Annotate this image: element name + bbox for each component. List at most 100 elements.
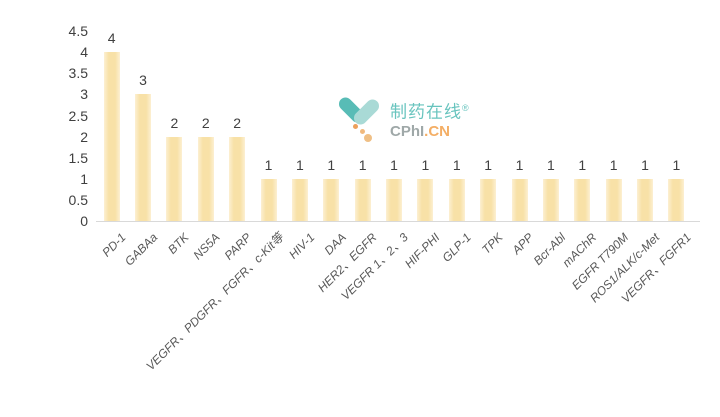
brand-cn-label: 制药在线	[390, 102, 462, 122]
bar-column: 1	[284, 0, 315, 221]
bar-column: 1	[441, 0, 472, 221]
watermark: 制药在线® CPhI.CN	[336, 94, 490, 144]
bar-value-label: 1	[327, 156, 336, 173]
bar-value-label: 2	[201, 114, 210, 131]
y-axis: 0 0.5 1 1.5 2 2.5 3 3.5 4 4.5	[0, 0, 88, 240]
registered-mark: ®	[462, 103, 470, 113]
x-category-label: HIF-PHI	[402, 230, 443, 271]
bar-value-label: 1	[484, 156, 493, 173]
x-category-label: ROS1/ALK/c-Met	[587, 230, 663, 306]
bar	[542, 178, 559, 221]
x-category-label: VEGFR、FGFR1	[618, 230, 694, 306]
bar-value-label: 1	[515, 156, 524, 173]
y-tick-label: 4	[80, 44, 88, 61]
bar	[197, 136, 214, 221]
x-category-label: HIV-1	[285, 230, 318, 262]
bar-value-label: 1	[452, 156, 461, 173]
watermark-brand-cn: 制药在线®	[390, 98, 470, 123]
bar	[103, 52, 120, 221]
bar-value-label: 1	[264, 156, 273, 173]
bar-value-label: 1	[421, 156, 430, 173]
bar	[291, 178, 308, 221]
y-tick-label: 1	[80, 170, 88, 187]
x-category-label: VEGFR 1、2、3	[338, 230, 412, 303]
bar-column: 1	[253, 0, 284, 221]
bar	[260, 178, 277, 221]
bar-column: 1	[535, 0, 566, 221]
plot-area: 4 3 2 2 2 1 1 1 1 1 1 1 1 1 1 1 1 1 1	[96, 0, 692, 221]
bar-column: 1	[347, 0, 378, 221]
bar	[323, 178, 340, 221]
bar	[417, 178, 434, 221]
brand-en-orange: .CN	[424, 122, 451, 140]
bar-value-label: 1	[578, 156, 587, 173]
x-category-label: DAA	[321, 230, 349, 258]
pill-dot	[353, 124, 358, 129]
bar	[229, 136, 246, 221]
bar-value-label: 1	[358, 156, 367, 173]
bar	[166, 136, 183, 221]
brand-en-gray: CPhI	[390, 122, 425, 140]
bar-column: 2	[159, 0, 190, 221]
bar	[574, 178, 591, 221]
y-tick-label: 1.5	[68, 149, 88, 166]
y-tick-label: 4.5	[68, 23, 88, 40]
x-category-label: VEGFR、PDGFR、FGFR、c-Kit等	[142, 230, 286, 374]
bar-value-label: 2	[170, 114, 179, 131]
bar-column: 2	[190, 0, 221, 221]
y-tick-label: 0.5	[68, 191, 88, 208]
pill-dot	[364, 134, 372, 142]
bar-value-label: 2	[233, 114, 242, 131]
bar-value-label: 1	[390, 156, 398, 173]
x-category-label: GLP-1	[439, 230, 474, 265]
x-axis-line	[96, 221, 700, 222]
bar	[637, 178, 654, 221]
y-tick-label: 3	[80, 86, 88, 103]
x-category-label: EGFR T790M	[568, 230, 631, 293]
y-tick-label: 3.5	[68, 65, 88, 82]
watermark-text: 制药在线® CPhI.CN	[390, 98, 470, 141]
x-category-label: NS5A	[190, 230, 223, 263]
bar-column: 2	[222, 0, 253, 221]
bar	[480, 178, 497, 221]
x-category-label: APP	[509, 230, 537, 258]
bar-column: 1	[567, 0, 598, 221]
bar-column: 1	[504, 0, 535, 221]
y-tick-label: 2	[80, 128, 88, 145]
bar-value-label: 1	[641, 156, 649, 173]
bar	[386, 178, 403, 221]
x-category-label: GABAa	[122, 230, 161, 269]
bar-column: 1	[410, 0, 441, 221]
bar-column: 3	[127, 0, 158, 221]
bar	[448, 178, 465, 221]
bar-value-label: 4	[107, 30, 116, 47]
y-tick-label: 2.5	[68, 107, 88, 124]
watermark-brand-en: CPhI.CN	[390, 123, 470, 141]
bar-column: 4	[96, 0, 127, 221]
x-category-label: PARP	[221, 230, 255, 263]
x-category-label: TPK	[478, 230, 506, 257]
bar-column: 1	[316, 0, 347, 221]
pill-capsule-icon	[336, 94, 384, 144]
bar-value-label: 1	[296, 156, 304, 173]
bar-column: 1	[661, 0, 692, 221]
bar	[605, 178, 622, 221]
bar-value-label: 1	[672, 156, 681, 173]
x-category-label: Bcr-Abl	[530, 230, 569, 268]
x-category-label: BTK	[165, 230, 192, 257]
y-tick-label: 0	[80, 213, 88, 229]
bar-column: 1	[378, 0, 409, 221]
bar-value-label: 1	[547, 156, 555, 173]
pill-dot	[360, 129, 365, 134]
capsule-right-half	[351, 96, 382, 128]
bar-value-label: 3	[139, 72, 147, 89]
bar	[354, 178, 371, 221]
x-category-label: PD-1	[99, 230, 129, 260]
x-category-label: HER2、EGFR	[315, 230, 380, 295]
bar	[668, 178, 685, 221]
x-category-label: mAChR	[559, 230, 600, 270]
bar-column: 1	[629, 0, 660, 221]
bar-column: 1	[473, 0, 504, 221]
bar	[511, 178, 528, 221]
